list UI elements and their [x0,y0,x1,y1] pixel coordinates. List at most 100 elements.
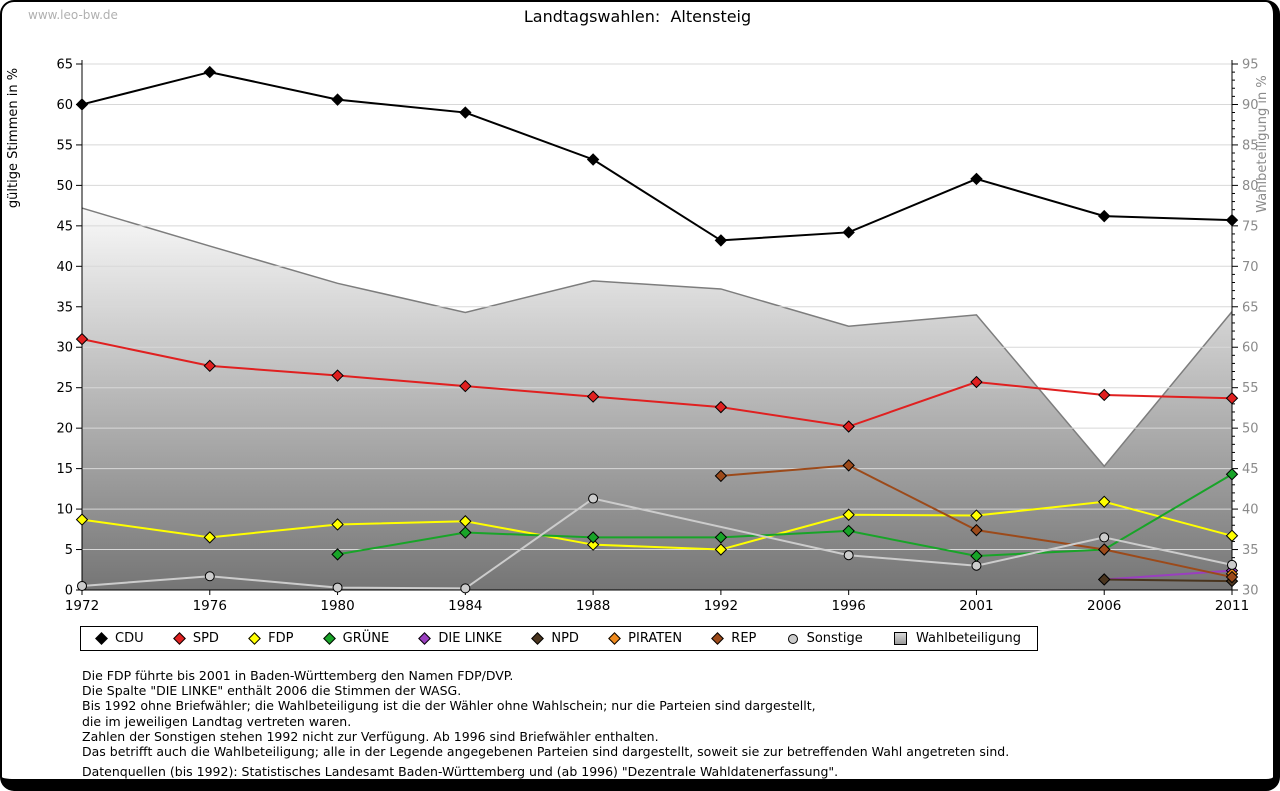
diamond-swatch-icon [172,632,186,645]
data-source-note: Datenquellen (bis 1992): Statistisches L… [82,764,839,779]
marker-fdp [714,543,728,556]
marker-sonstige [77,580,87,591]
marker-sonstige [1099,532,1110,543]
marker-spd [842,420,855,433]
legend-item-sonstige: Sonstige [787,631,863,646]
marker-npd [1098,573,1111,586]
legend-label: FDP [268,631,294,646]
marker-sonstige [843,550,854,561]
marker-fdp [1098,495,1111,509]
footnote-line: Die FDP führte bis 2001 in Baden-Württem… [82,668,514,683]
diamond-swatch-icon [711,632,725,645]
marker-sonstige [332,582,343,593]
right-axis-title: Wahlbeteiligung in % [1255,75,1270,212]
x-tick-label: 1984 [448,598,482,614]
right-tick-label: 75 [1242,219,1259,234]
marker-spd [75,332,89,346]
legend-item-cdu: CDU [95,631,144,646]
marker-spd [586,390,600,403]
marker-cdu [1098,209,1111,223]
x-tick-label: 1972 [65,598,99,614]
footnotes: Die FDP führte bis 2001 in Baden-Württem… [82,668,1009,759]
right-tick-label: 70 [1242,260,1259,275]
marker-grüne [714,531,728,544]
chart-legend: CDU SPD FDP GRÜNE DIE LINKE NPD PIRATEN REP Sons… [80,626,1038,651]
marker-sonstige [1227,559,1237,570]
series-line-grüne [337,473,1233,558]
marker-rep [1098,543,1111,556]
left-tick-label: 65 [56,58,73,73]
footnote-line: die im jeweiligen Landtag vertreten ware… [82,713,352,729]
left-tick-label: 35 [56,300,73,315]
page-title: Landtagswahlen: Altensteig [523,7,752,26]
series-line-spd [81,338,1233,428]
diamond-swatch-icon [608,632,622,645]
legend-item-npd: NPD [531,631,579,646]
marker-spd [1098,388,1111,402]
left-tick-label: 55 [56,138,73,153]
x-tick-label: 1996 [831,598,865,614]
right-tick-label: 55 [1242,381,1259,396]
legend-label: PIRATEN [628,631,683,646]
left-tick-label: 60 [56,98,73,113]
series-line-cdu [81,71,1233,242]
legend-label: DIE LINKE [438,631,503,646]
marker-cdu [75,98,89,111]
footnote-line: Das betrifft auch die Wahlbeteiligung; a… [82,744,1010,760]
diamond-swatch-icon [531,632,545,645]
marker-spd [331,369,344,382]
left-tick-label: 30 [56,341,73,356]
marker-fdp [203,531,216,544]
marker-grüne [459,526,472,539]
diamond-swatch-icon [248,632,261,645]
legend-item-wahlbeteiligung: Wahlbeteiligung [893,631,1021,646]
footnote-line: Zahlen der Sonstigen stehen 1992 nicht z… [82,728,659,744]
left-tick-label: 40 [56,260,73,275]
right-tick-label: 85 [1242,138,1259,153]
marker-rep [1225,570,1239,584]
marker-sonstige [971,560,982,571]
right-tick-label: 40 [1242,503,1259,518]
marker-spd [459,379,472,393]
left-tick-label: 25 [56,381,73,396]
footnote-line: Die Spalte "DIE LINKE" enthält 2006 die … [82,683,462,699]
right-tick-label: 90 [1242,98,1259,113]
marker-fdp [842,508,855,521]
marker-fdp [75,513,89,526]
legend-label: Sonstige [806,631,863,646]
legend-item-rep: REP [711,631,756,646]
legend-item-die-linke: DIE LINKE [418,631,503,646]
marker-spd [1225,392,1239,405]
right-tick-label: 50 [1242,422,1259,437]
turnout-area [82,208,1232,590]
right-tick-label: 95 [1242,58,1259,73]
legend-item-fdp: FDP [248,631,294,646]
marker-rep [970,523,983,537]
x-tick-label: 2006 [1087,598,1121,614]
x-tick-label: 2011 [1215,598,1249,614]
marker-rep [714,469,728,483]
x-tick-label: 2001 [959,598,993,614]
legend-item-spd: SPD [172,631,219,646]
legend-label: NPD [551,631,579,646]
right-tick-label: 45 [1242,462,1259,477]
left-tick-label: 5 [65,543,73,558]
marker-spd [203,359,216,373]
marker-fdp [586,538,600,551]
marker-cdu [459,106,472,119]
legend-item-grüne: GRÜNE [322,631,389,646]
left-axis-title: gültige Stimmen in % [6,68,21,208]
left-tick-label: 50 [56,179,73,194]
series-line-npd [1104,578,1233,583]
left-tick-label: 0 [65,584,73,599]
marker-grüne [842,524,855,538]
election-chart: 0 5 10 15 20 25 30 35 40 45 50 55 60 65 30 35 40 45 50 55 60… [6,58,1270,615]
legend-label: Wahlbeteiligung [915,631,1021,646]
right-tick-label: 65 [1242,300,1259,315]
diamond-swatch-icon [322,632,336,645]
marker-spd [714,400,728,414]
right-tick-label: 35 [1242,543,1259,558]
marker-cdu [714,234,728,247]
marker-grüne [331,548,344,561]
watermark: www.leo-bw.de [28,8,118,22]
